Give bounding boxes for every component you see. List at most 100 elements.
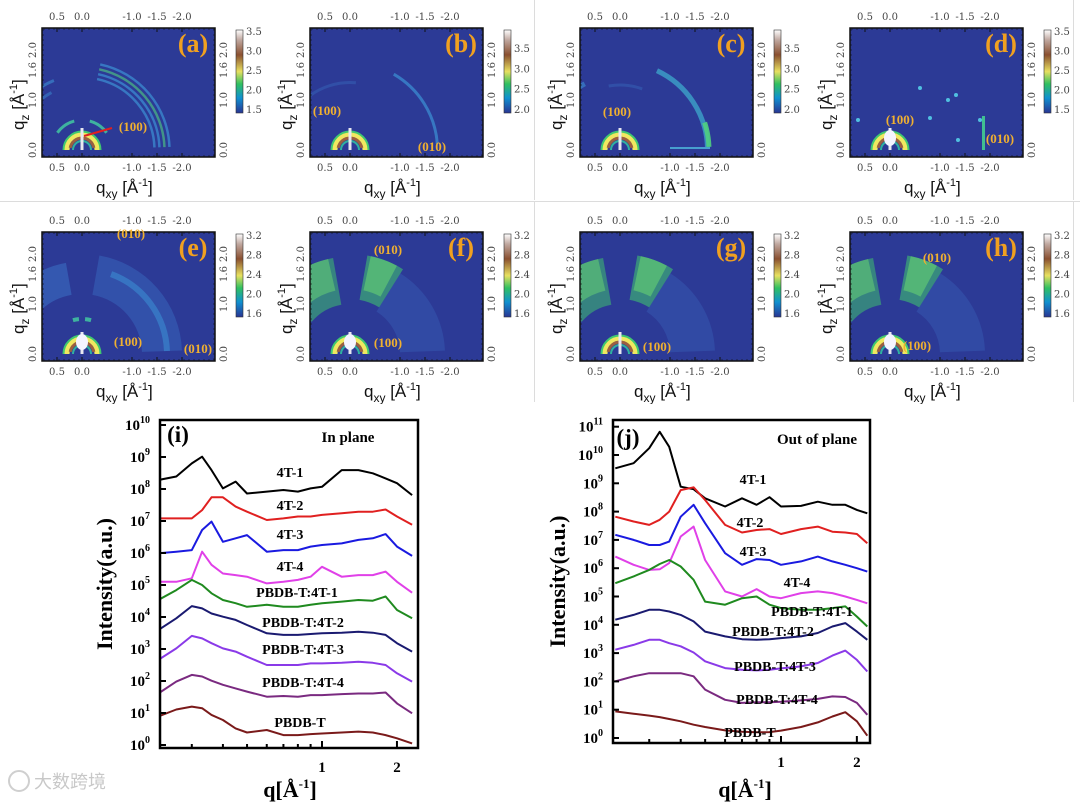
top-tick-label: -1.5 — [147, 12, 166, 23]
colorbar-tick-label: 2.4 — [246, 270, 262, 281]
y-tick-label: 102 — [130, 671, 150, 690]
scattering-features — [850, 255, 985, 355]
chart-out-of-plane: 4T-1 4T-2 4T-3 4T-4 PBDB-T:4T-1 PBDB-T:4T-2 PB… — [545, 417, 872, 802]
left-tick-label: 1.0 — [296, 296, 307, 312]
giwaxs-image: 0.5 0.5 0.0 0.0 -1.0 -1.0 -1.5 -1.5 -2.0 -2.0 0.0 0… — [816, 12, 1070, 200]
y-tick-label: 103 — [130, 639, 150, 658]
left-tick-label: 0.0 — [836, 346, 847, 362]
axis-label: qz [Å-1] — [276, 79, 300, 130]
left-tick-label: 1.0 — [836, 92, 847, 108]
colorbar-tick-label: 2.4 — [1054, 270, 1070, 281]
colorbar — [235, 233, 244, 318]
giwaxs-image: 0.5 0.5 0.0 0.0 -1.0 -1.0 -1.5 -1.5 -2.0 -2.0 0.0 0… — [546, 216, 800, 404]
top-tick-label: -1.5 — [955, 12, 974, 23]
top-tick-label: 0.5 — [49, 12, 65, 23]
peak-label: (010) — [923, 250, 951, 265]
colorbar-tick-label: 3.5 — [246, 27, 262, 38]
divider-vertical-top-right — [1073, 0, 1074, 200]
top-tick-label: 0.0 — [882, 12, 898, 23]
giwaxs-panel-g: 0.5 0.5 0.0 0.0 -1.0 -1.0 -1.5 -1.5 -2.0 -2.0 0.0 0… — [538, 204, 806, 404]
right-tick-label: 1.6 — [1027, 266, 1038, 282]
bottom-tick-label: 0.0 — [74, 163, 90, 174]
giwaxs-panel-e: 0.5 0.5 0.0 0.0 -1.0 -1.0 -1.5 -1.5 -2.0 -2.0 0.0 0… — [0, 204, 268, 404]
y-tick-label: 107 — [130, 511, 150, 530]
bottom-tick-label: 0.5 — [857, 367, 873, 378]
top-tick-label: -1.5 — [685, 12, 704, 23]
colorbar-tick-label: 3.2 — [246, 231, 262, 242]
top-tick-label: 0.5 — [857, 216, 873, 227]
series-label: PBDB-T:4T-2 — [262, 616, 344, 631]
top-tick-label: -2.0 — [980, 216, 999, 227]
axis-label: qz [Å-1] — [816, 283, 840, 334]
scattering-features — [42, 63, 171, 151]
right-tick-label: 0.0 — [1027, 346, 1038, 362]
bottom-tick-label: -1.5 — [685, 163, 704, 174]
colorbar-tick-label: 2.0 — [1054, 290, 1070, 301]
top-tick-label: -1.0 — [930, 216, 949, 227]
y-tick-label: 105 — [130, 575, 150, 594]
giwaxs-image: 0.5 0.5 0.0 0.0 -1.0 -1.0 -1.5 -1.5 -2.0 -2.0 0.0 0… — [8, 216, 262, 404]
plot-frame — [309, 231, 484, 362]
colorbar-tick-label: 2.0 — [246, 290, 262, 301]
series-label: PBDB-T:4T-2 — [732, 625, 814, 640]
bottom-tick-label: 0.0 — [882, 163, 898, 174]
left-tick-label: 2.0 — [836, 42, 847, 58]
axis-label: qxy [Å-1] — [96, 381, 153, 404]
right-tick-label: 0.0 — [487, 142, 498, 158]
axis-label: qxy [Å-1] — [96, 177, 153, 200]
giwaxs-image: 0.5 0.5 0.0 0.0 -1.0 -1.0 -1.5 -1.5 -2.0 -2.0 0.0 0… — [276, 216, 530, 404]
top-tick-label: -2.0 — [172, 216, 191, 227]
right-tick-label: 0.0 — [757, 346, 768, 362]
top-tick-label: 0.0 — [612, 12, 628, 23]
top-tick-label: 0.5 — [587, 216, 603, 227]
top-tick-label: -1.5 — [685, 216, 704, 227]
left-tick-label: 1.6 — [28, 62, 39, 78]
giwaxs-image: 0.5 0.5 0.0 0.0 -1.0 -1.0 -1.5 -1.5 -2.0 -2.0 0.0 0… — [816, 216, 1070, 404]
peak-label: (100) — [119, 119, 147, 134]
panel-label: (h) — [985, 233, 1017, 262]
series-label: PBDB-T — [724, 726, 776, 741]
left-tick-label: 1.6 — [296, 266, 307, 282]
top-tick-label: -1.5 — [147, 216, 166, 227]
series-line-pbdb-t-4t-4 — [615, 672, 869, 716]
right-tick-label: 2.0 — [219, 42, 230, 58]
panel-label: (j) — [617, 425, 640, 450]
series-line-4t-3 — [160, 520, 413, 557]
right-tick-label: 1.0 — [219, 92, 230, 108]
y-axis-label: Intensity(a.u.) — [92, 518, 117, 650]
colorbar-tick-label: 2.8 — [1054, 251, 1070, 262]
left-tick-label: 1.6 — [296, 62, 307, 78]
divider-vertical-bottom-right — [1073, 202, 1074, 402]
colorbar-tick-label: 1.5 — [1054, 105, 1070, 116]
series-label: 4T-2 — [277, 499, 304, 514]
colorbar-tick-label: 3.0 — [514, 64, 530, 75]
axis-label: qxy [Å-1] — [364, 381, 421, 404]
left-tick-label: 1.0 — [566, 296, 577, 312]
colorbar-tick-label: 2.5 — [1054, 66, 1070, 77]
right-tick-label: 1.0 — [1027, 296, 1038, 312]
right-tick-label: 2.0 — [487, 246, 498, 262]
series-label: 4T-3 — [277, 528, 304, 543]
giwaxs-panel-c: 0.5 0.5 0.0 0.0 -1.0 -1.0 -1.5 -1.5 -2.0 -2.0 0.0 0… — [538, 0, 806, 200]
series-label: PBDB-T:4T-3 — [262, 643, 344, 658]
right-tick-label: 0.0 — [1027, 142, 1038, 158]
top-tick-label: 0.0 — [74, 12, 90, 23]
series-label: PBDB-T:4T-4 — [736, 693, 818, 708]
left-tick-label: 1.6 — [836, 62, 847, 78]
giwaxs-panel-a: 0.5 0.5 0.0 0.0 -1.0 -1.0 -1.5 -1.5 -2.0 -2.0 0.0 0… — [0, 0, 268, 200]
bottom-tick-label: -2.0 — [440, 163, 459, 174]
right-tick-label: 1.6 — [219, 266, 230, 282]
plot-frame — [849, 231, 1024, 362]
divider-vertical-bottom — [534, 202, 535, 402]
left-tick-label: 0.0 — [296, 142, 307, 158]
y-tick-label: 1010 — [125, 415, 150, 434]
peak-label: (010) — [986, 131, 1014, 146]
colorbar-tick-label: 1.6 — [514, 309, 530, 320]
giwaxs-image: 0.5 0.5 0.0 0.0 -1.0 -1.0 -1.5 -1.5 -2.0 -2.0 0.0 0… — [546, 12, 800, 200]
top-tick-label: 0.5 — [317, 216, 333, 227]
giwaxs-panel-f: 0.5 0.5 0.0 0.0 -1.0 -1.0 -1.5 -1.5 -2.0 -2.0 0.0 0… — [268, 204, 536, 404]
panel-label: (a) — [178, 29, 208, 58]
series-label: 4T-3 — [740, 545, 767, 560]
series-label: 4T-1 — [740, 473, 767, 488]
colorbar-tick-label: 3.5 — [514, 44, 530, 55]
